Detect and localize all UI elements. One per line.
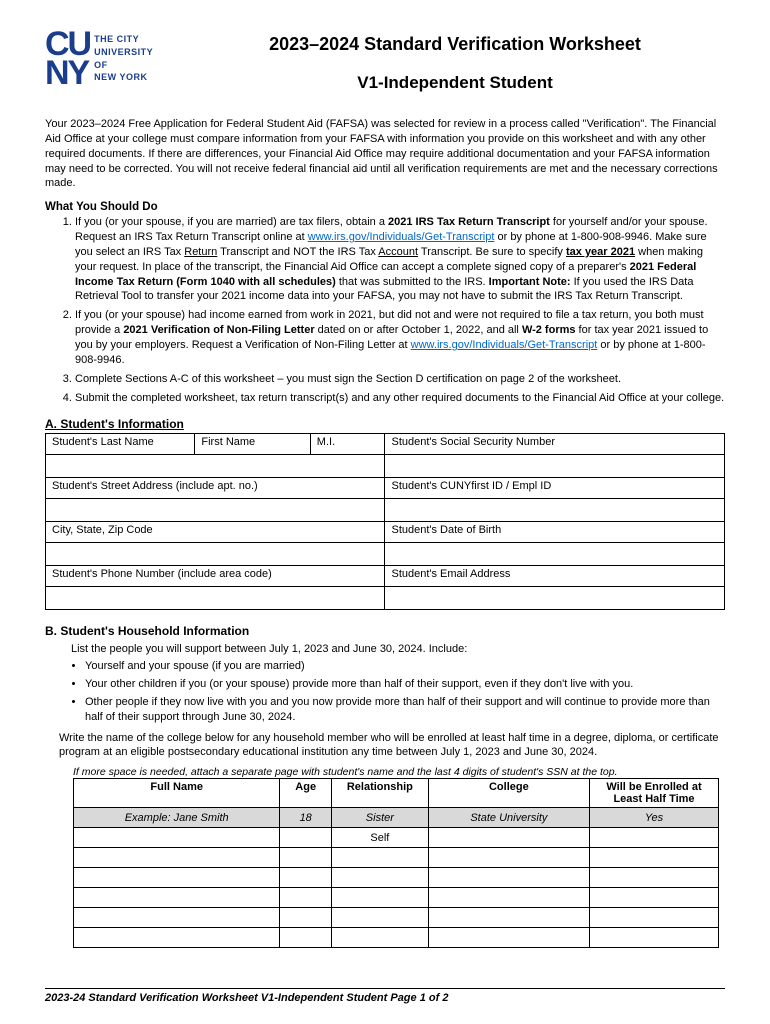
hh-bullet-2: Your other children if you (or your spou…	[85, 677, 725, 692]
household-bullets: Yourself and your spouse (if you are mar…	[85, 659, 725, 724]
steps-list: If you (or your spouse, if you are marri…	[45, 215, 725, 405]
logo-line4: NEW YORK	[94, 72, 153, 83]
sub-title: V1-Independent Student	[185, 73, 725, 93]
hh-row-self[interactable]: Self	[74, 828, 719, 848]
logo-line1: THE CITY	[94, 34, 153, 45]
section-a-title: A. Student's Information	[45, 417, 725, 431]
hh-row-5[interactable]	[74, 908, 719, 928]
intro-paragraph: Your 2023–2024 Free Application for Fede…	[45, 117, 725, 191]
ex-rel: Sister	[331, 808, 428, 828]
input-email[interactable]	[385, 587, 725, 610]
label-mi: M.I.	[310, 434, 385, 455]
hh-row-6[interactable]	[74, 928, 719, 948]
step-4: Submit the completed worksheet, tax retu…	[75, 391, 725, 406]
household-table: Full Name Age Relationship College Will …	[73, 778, 719, 948]
input-ssn[interactable]	[385, 455, 725, 478]
hh-th-name: Full Name	[74, 779, 280, 808]
self-cell: Self	[331, 828, 428, 848]
logo-ny: NY	[45, 59, 90, 88]
worksheet-page: CU NY THE CITY UNIVERSITY OF NEW YORK 20…	[0, 0, 770, 1024]
label-lastname: Student's Last Name	[46, 434, 195, 455]
header: CU NY THE CITY UNIVERSITY OF NEW YORK 20…	[45, 30, 725, 99]
input-phone[interactable]	[46, 587, 385, 610]
cuny-logo: CU NY THE CITY UNIVERSITY OF NEW YORK	[45, 30, 155, 88]
input-dob[interactable]	[385, 543, 725, 566]
step-2: If you (or your spouse) had income earne…	[75, 308, 725, 367]
page-footer: 2023-24 Standard Verification Worksheet …	[45, 988, 725, 1004]
section-b-title: B. Student's Household Information	[45, 624, 725, 638]
label-email: Student's Email Address	[385, 566, 725, 587]
ex-college: State University	[428, 808, 589, 828]
hh-th-college: College	[428, 779, 589, 808]
titles: 2023–2024 Standard Verification Workshee…	[185, 30, 725, 99]
label-phone: Student's Phone Number (include area cod…	[46, 566, 385, 587]
step-1: If you (or your spouse, if you are marri…	[75, 215, 725, 304]
household-intro: List the people you will support between…	[71, 642, 725, 657]
hh-row-4[interactable]	[74, 888, 719, 908]
what-you-should-do-head: What You Should Do	[45, 201, 725, 213]
household-college-note: Write the name of the college below for …	[59, 731, 725, 761]
step-3: Complete Sections A-C of this worksheet …	[75, 372, 725, 387]
hh-th-age: Age	[280, 779, 332, 808]
irs-link-1[interactable]: www.irs.gov/Individuals/Get-Transcript	[308, 231, 495, 243]
hh-bullet-1: Yourself and your spouse (if you are mar…	[85, 659, 725, 674]
irs-link-2[interactable]: www.irs.gov/Individuals/Get-Transcript	[411, 339, 598, 351]
label-dob: Student's Date of Birth	[385, 522, 725, 543]
hh-th-enroll: Will be Enrolled at Least Half Time	[589, 779, 718, 808]
input-cunyid[interactable]	[385, 499, 725, 522]
ex-name: Example: Jane Smith	[74, 808, 280, 828]
label-firstname: First Name	[195, 434, 310, 455]
hh-row-3[interactable]	[74, 868, 719, 888]
hh-example-row: Example: Jane Smith 18 Sister State Univ…	[74, 808, 719, 828]
main-title: 2023–2024 Standard Verification Workshee…	[185, 34, 725, 55]
label-ssn: Student's Social Security Number	[385, 434, 725, 455]
input-city[interactable]	[46, 543, 385, 566]
label-cunyid: Student's CUNYfirst ID / Empl ID	[385, 478, 725, 499]
ex-age: 18	[280, 808, 332, 828]
hh-bullet-3: Other people if they now live with you a…	[85, 695, 725, 725]
logo-line2: UNIVERSITY	[94, 47, 153, 58]
label-city: City, State, Zip Code	[46, 522, 385, 543]
label-address: Student's Street Address (include apt. n…	[46, 478, 385, 499]
hh-row-2[interactable]	[74, 848, 719, 868]
attach-note: If more space is needed, attach a separa…	[73, 766, 725, 778]
input-name[interactable]	[46, 455, 385, 478]
hh-th-rel: Relationship	[331, 779, 428, 808]
logo-line3: OF	[94, 60, 153, 71]
student-info-table: Student's Last Name First Name M.I. Stud…	[45, 433, 725, 610]
ex-enroll: Yes	[589, 808, 718, 828]
input-address[interactable]	[46, 499, 385, 522]
